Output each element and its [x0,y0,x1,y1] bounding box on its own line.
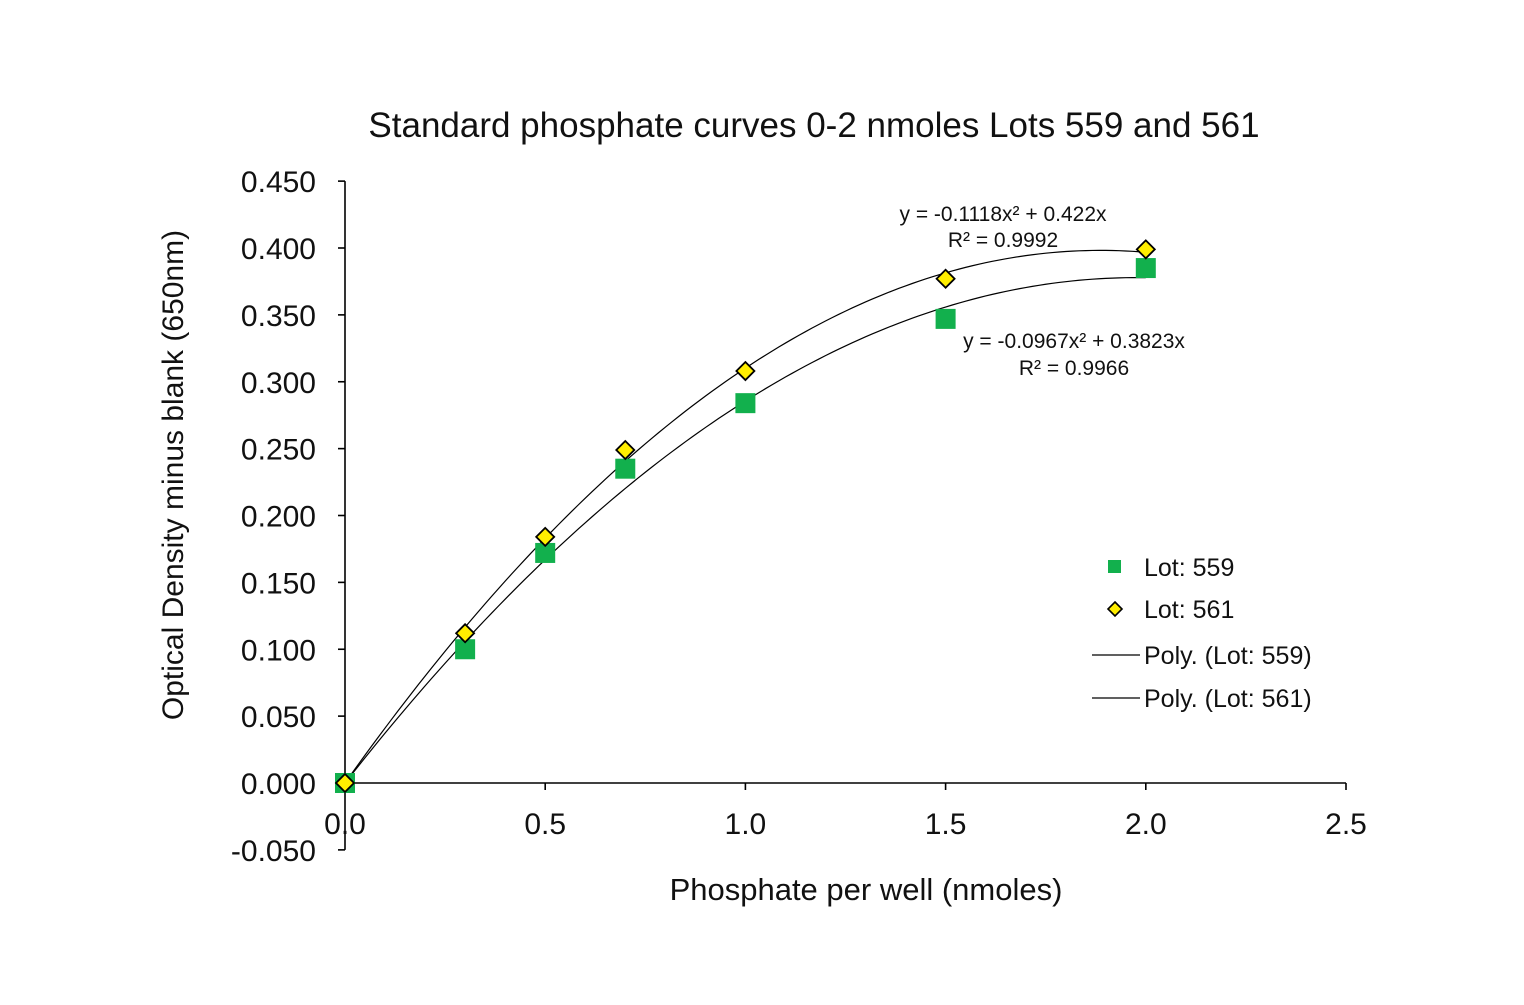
x-tick-label: 2.5 [1325,808,1367,841]
y-tick-label: 0.400 [241,233,316,266]
legend: Lot: 559 Lot: 561 Poly. (Lot: 559) Poly.… [1092,554,1312,713]
x-tick-label: 1.5 [925,808,967,841]
legend-marker-lot-559 [1108,560,1121,573]
data-point-lot-561 [935,268,956,290]
x-tick-label: 2.0 [1125,808,1167,841]
legend-label-lot-559: Lot: 559 [1144,554,1234,582]
x-tick-label: 0.5 [524,808,566,841]
data-markers [334,239,1157,794]
y-tick-label: 0.050 [241,701,316,734]
y-tick-label: 0.000 [241,768,316,801]
trendline-lot-559 [344,277,1146,784]
legend-label-lot-561: Lot: 561 [1144,596,1234,624]
y-tick-label: 0.250 [241,434,316,467]
data-point-lot-559 [455,639,476,660]
trendline-559-equation: y = -0.0967x² + 0.3823x [963,330,1185,353]
y-tick-label: 0.350 [241,300,316,333]
trendline-561-equation: y = -0.1118x² + 0.422x [899,203,1107,226]
y-tick-label: 0.150 [241,567,316,600]
y-tick-label: 0.200 [241,501,316,534]
data-point-lot-559 [615,458,636,479]
data-point-lot-559 [1135,258,1156,279]
data-point-lot-559 [535,542,556,563]
data-point-lot-561 [334,772,356,794]
y-tick-label: 0.300 [241,367,316,400]
legend-marker-lot-561 [1106,600,1124,618]
data-point-lot-559 [735,393,756,414]
x-tick-label: 1.0 [725,808,767,841]
legend-label-poly-561: Poly. (Lot: 561) [1144,685,1312,713]
x-axis-label: Phosphate per well (nmoles) [670,872,1063,907]
y-tick-label: 0.100 [241,634,316,667]
x-tick-label: 0.0 [324,808,366,841]
data-point-lot-561 [735,360,756,382]
y-tick-label: -0.050 [231,835,316,868]
data-point-lot-561 [615,439,636,461]
trendline-559-r2: R² = 0.9966 [1019,357,1129,380]
legend-label-poly-559: Poly. (Lot: 559) [1144,642,1312,670]
y-tick-label: 0.450 [241,166,316,199]
data-point-lot-561 [534,526,556,548]
data-point-lot-561 [1135,239,1157,260]
y-axis-label: Optical Density minus blank (650nm) [157,230,190,720]
axes: -0.050 0.000 0.050 0.100 0.150 0.200 0.250 0.30… [231,166,1367,868]
data-point-lot-561 [454,622,476,644]
chart-title: Standard phosphate curves 0-2 nmoles Lot… [368,106,1259,145]
trendline-561-r2: R² = 0.9992 [948,229,1058,252]
data-point-lot-559 [935,308,956,329]
